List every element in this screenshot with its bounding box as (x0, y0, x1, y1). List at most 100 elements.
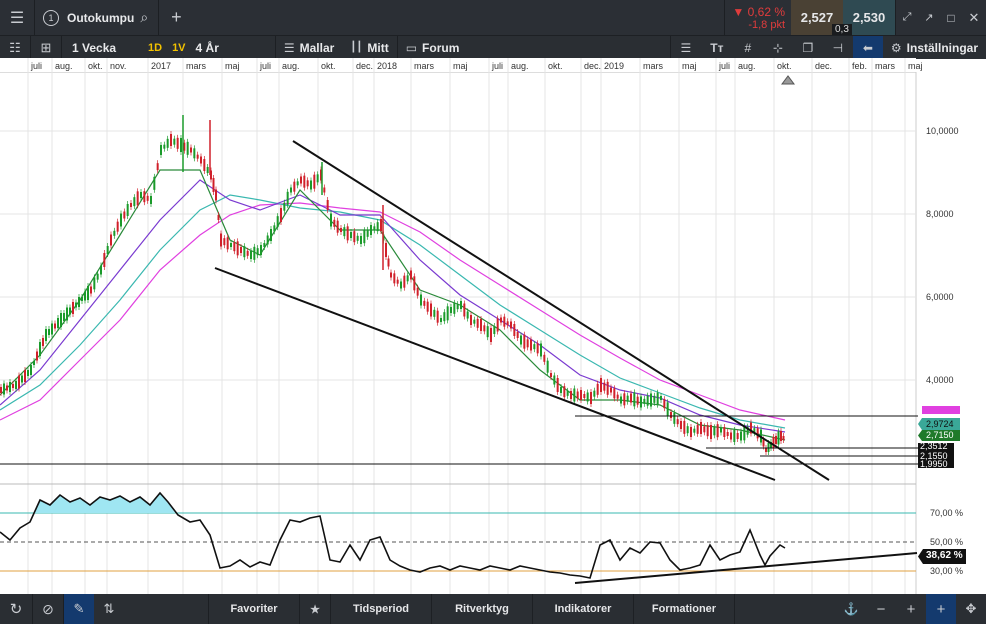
compare-icon[interactable]: ⊹ (772, 40, 783, 55)
chart-scroll-marker (781, 75, 795, 85)
price-label-teal (918, 418, 960, 430)
x-axis-label: okt. (548, 61, 563, 71)
x-axis-label: maj (908, 61, 923, 71)
menu-icon[interactable]: ☰ (9, 9, 25, 27)
trendline-upper (292, 140, 830, 481)
expand-icon[interactable]: ⤢ (902, 11, 912, 23)
text-tool-icon[interactable]: Tᴛ (710, 40, 724, 55)
x-axis-label: 2019 (604, 61, 624, 71)
anchor-icon[interactable]: ⚓ (843, 602, 859, 616)
oscillator-line (0, 491, 786, 579)
period-selector[interactable]: 1 Vecka (72, 40, 117, 55)
star-icon: ★ (310, 603, 320, 616)
favorites-star[interactable]: ★ (300, 594, 331, 624)
popout-icon[interactable]: ↗ (924, 12, 934, 24)
instrument-name[interactable]: Outokumpu (67, 10, 135, 25)
pink-price-box (922, 406, 960, 414)
price-tick: 10,0000 (926, 126, 959, 136)
osc-tick: 70,00 % (930, 508, 964, 518)
osc-tick: 30,00 % (930, 566, 964, 576)
price-tick: 6,0000 (926, 292, 954, 302)
pin-icon[interactable]: ⊣ (832, 40, 844, 55)
sliders-icon: ☰ (283, 40, 295, 55)
price-label-2-9724: 2,9724 (926, 419, 954, 429)
x-axis-label: juli (491, 61, 503, 71)
favorites-tab[interactable]: Favoriter (209, 594, 300, 624)
vertical-gridlines (27, 58, 917, 594)
list-icon[interactable]: ☷ (9, 39, 21, 55)
x-axis-label: juli (30, 61, 42, 71)
x-axis-label: 2017 (151, 61, 171, 71)
bid-box[interactable]: 2,527 (791, 0, 843, 35)
drawtools-tab[interactable]: Ritverktyg (432, 594, 533, 624)
price-label-1-9950: 1,9950 (920, 459, 948, 469)
templates-button[interactable]: ☰ Mallar (283, 40, 335, 55)
x-axis-label: mars (186, 61, 206, 71)
x-axis-label: aug. (511, 61, 529, 71)
close-icon[interactable]: ✕ (968, 9, 980, 25)
sort-icon[interactable]: ⇅ (103, 601, 115, 616)
x-axis-label: mars (643, 61, 663, 71)
pencil-icon[interactable]: ✎ (64, 594, 94, 624)
bars-icon: ┃┃ (350, 42, 363, 53)
period-1d[interactable]: 1D (148, 41, 163, 54)
moving-average-green (0, 169, 786, 441)
crosshair-icon[interactable]: + (926, 594, 956, 624)
settings-button[interactable]: ⚙ Inställningar (890, 40, 978, 55)
price-label-2-3512: 2,3512 (920, 441, 948, 451)
osc-overbought-fill (35, 493, 175, 513)
time-axis (0, 58, 916, 73)
indicators-tab[interactable]: Indikatorer (533, 594, 634, 624)
x-axis-label: dec. (356, 61, 373, 71)
move-icon[interactable]: ✥ (965, 601, 977, 616)
change-percent: ▼ 0,62 % (732, 4, 785, 19)
windows-icon[interactable]: ❐ (802, 40, 814, 55)
price-label-black-stack (918, 443, 954, 468)
osc-value-box (918, 549, 966, 564)
zoom-in-icon[interactable]: + (906, 600, 916, 618)
moving-average-pink (0, 202, 786, 421)
range-selector[interactable]: 4 År (195, 40, 219, 55)
disable-icon[interactable]: ⊘ (42, 600, 54, 617)
x-axis-label: nov. (110, 61, 126, 71)
x-axis-label: maj (682, 61, 697, 71)
trendline-lower (214, 267, 776, 481)
formations-tab[interactable]: Formationer (634, 594, 735, 624)
timeperiod-tab[interactable]: Tidsperiod (331, 594, 432, 624)
x-axis-label: dec. (815, 61, 832, 71)
price-tick: 8,0000 (926, 209, 954, 219)
top-bar: ☰ 1 Outokumpu ⌕ + ▼ 0,62 % -1,8 pkt 2,52… (0, 0, 986, 35)
price-label-2-7150: 2,7150 (926, 430, 954, 440)
x-axis-label: maj (453, 61, 468, 71)
period-1v[interactable]: 1V (172, 41, 186, 54)
tag-icon[interactable]: ⬅ (852, 36, 883, 59)
chat-icon: ▭ (405, 40, 418, 55)
gear-icon: ⚙ (890, 40, 902, 55)
osc-tick: 50,00 % (930, 537, 964, 547)
add-tab-icon[interactable]: + (171, 7, 182, 27)
crosshair-grid-icon[interactable]: # (744, 40, 752, 55)
candlesticks (0, 115, 785, 455)
forum-button[interactable]: ▭ Forum (405, 40, 460, 55)
x-axis-label: aug. (55, 61, 73, 71)
x-axis-label: feb. (852, 61, 867, 71)
price-label-green (918, 430, 960, 441)
maximize-icon[interactable]: □ (947, 10, 955, 25)
x-axis-label: okt. (777, 61, 792, 71)
x-axis-label: juli (718, 61, 730, 71)
search-icon[interactable]: ⌕ (140, 9, 149, 25)
price-chart[interactable]: juli aug. okt. nov. 2017 mars maj juli aug. okt. d… (0, 58, 986, 594)
mine-button[interactable]: ┃┃ Mitt (350, 40, 389, 55)
x-axis-label: 2018 (377, 61, 397, 71)
x-axis-label: dec. (584, 61, 601, 71)
list-settings-icon[interactable]: ☰ (680, 40, 692, 55)
x-axis-label: mars (875, 61, 895, 71)
bottom-bar: ↻ ⊘ ✎ ⇅ Favoriter ★ Tidsperiod Ritverkty… (0, 594, 986, 624)
osc-trendline (574, 552, 918, 584)
x-axis-label: maj (225, 61, 240, 71)
refresh-icon[interactable]: ↻ (9, 601, 23, 618)
x-axis-label: juli (259, 61, 271, 71)
grid-layout-icon[interactable]: ⊞ (40, 39, 52, 55)
zoom-out-icon[interactable]: − (876, 600, 886, 618)
chart-number-circle[interactable]: 1 (43, 9, 59, 26)
